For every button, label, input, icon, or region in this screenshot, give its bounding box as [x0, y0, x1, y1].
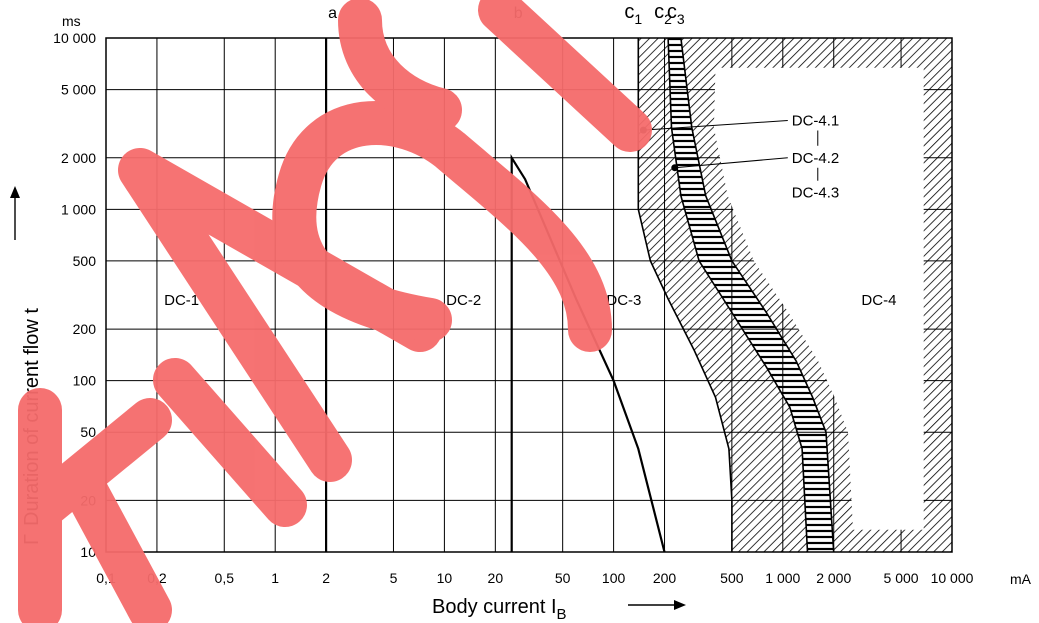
curve-label-c1: c1: [624, 1, 642, 27]
annotation-label: DC-4.2: [792, 150, 840, 167]
curve-label-c2: c2: [654, 1, 672, 27]
y-tick-label: 50: [80, 424, 96, 440]
x-tick-label: 2 000: [816, 570, 851, 586]
region-dc-4-1: [638, 38, 808, 552]
region-dc-4-2: [668, 38, 834, 552]
x-axis-title-sub: B: [557, 606, 567, 623]
annotation-label: DC-4.1: [792, 112, 840, 129]
x-tick-label: 100: [602, 570, 626, 586]
zone-label: DC-3: [606, 292, 641, 309]
x-axis-title-text: Body current I: [432, 596, 557, 618]
y-tick-label: 10 000: [53, 30, 96, 46]
x-tick-label: 10 000: [931, 570, 974, 586]
x-axis-arrow-head: [674, 600, 686, 610]
series-line-c1: [637, 38, 733, 552]
x-tick-label: 200: [653, 570, 677, 586]
annotation-label: DC-4.3: [792, 185, 840, 202]
x-tick-label: 2: [322, 570, 330, 586]
watermark-letter-h: [338, 0, 652, 152]
series-line-c3: [680, 37, 835, 553]
curve-label-letter: c: [667, 1, 677, 23]
x-tick-label: 5: [390, 570, 398, 586]
curve-label-index: 2: [664, 11, 672, 27]
svg-text:Body current IB: Body current IB: [432, 596, 567, 623]
annotation-leader: [643, 119, 788, 131]
zone-label: DC-4: [861, 292, 896, 309]
x-unit-label: mA: [1010, 571, 1032, 587]
x-tick-label: 0,5: [215, 570, 235, 586]
curve-label-index: 1: [634, 11, 642, 27]
zone-labels: DC-1 DC-2 DC-3 DC-4: [164, 292, 896, 309]
curve-label-index: 3: [677, 11, 685, 27]
region-dc-4-interior: [713, 67, 924, 530]
y-tick-label: 2 000: [61, 150, 96, 166]
watermark-letter-k: [18, 388, 172, 623]
x-tick-label: 20: [488, 570, 504, 586]
annotation-dot: [671, 164, 679, 172]
annotation-leader: [674, 157, 788, 169]
hatched-regions: [638, 38, 952, 552]
y-unit-label: ms: [62, 13, 81, 29]
y-tick-label: 1 000: [61, 201, 96, 217]
curve-label-c3: c3: [667, 1, 685, 27]
y-tick-label: 500: [73, 253, 97, 269]
zone-label: DC-2: [446, 292, 481, 309]
curve-label-letter: c: [654, 1, 664, 23]
watermark-letter-s: [272, 101, 612, 352]
y-axis-arrow-head: [10, 186, 20, 198]
series-line-c2: [667, 37, 809, 553]
x-tick-label: 1: [271, 570, 279, 586]
x-axis-title: Body current IB: [432, 596, 686, 623]
watermark: [18, 0, 652, 623]
x-tick-label: 10: [437, 570, 453, 586]
y-tick-label: 200: [73, 321, 97, 337]
x-tick-label: 500: [720, 570, 744, 586]
x-tick-label: 1 000: [765, 570, 800, 586]
zone-label: DC-1: [164, 292, 199, 309]
x-tick-label: 50: [555, 570, 571, 586]
dc4-annotations: DC-4.1 DC-4.2 DC-4.3: [639, 112, 840, 202]
y-tick-label: 5 000: [61, 82, 96, 98]
x-tick-label: 5 000: [884, 570, 919, 586]
curve-label-letter: c: [624, 1, 634, 23]
y-tick-label: 100: [73, 373, 97, 389]
curve-label-a: a: [328, 5, 337, 22]
